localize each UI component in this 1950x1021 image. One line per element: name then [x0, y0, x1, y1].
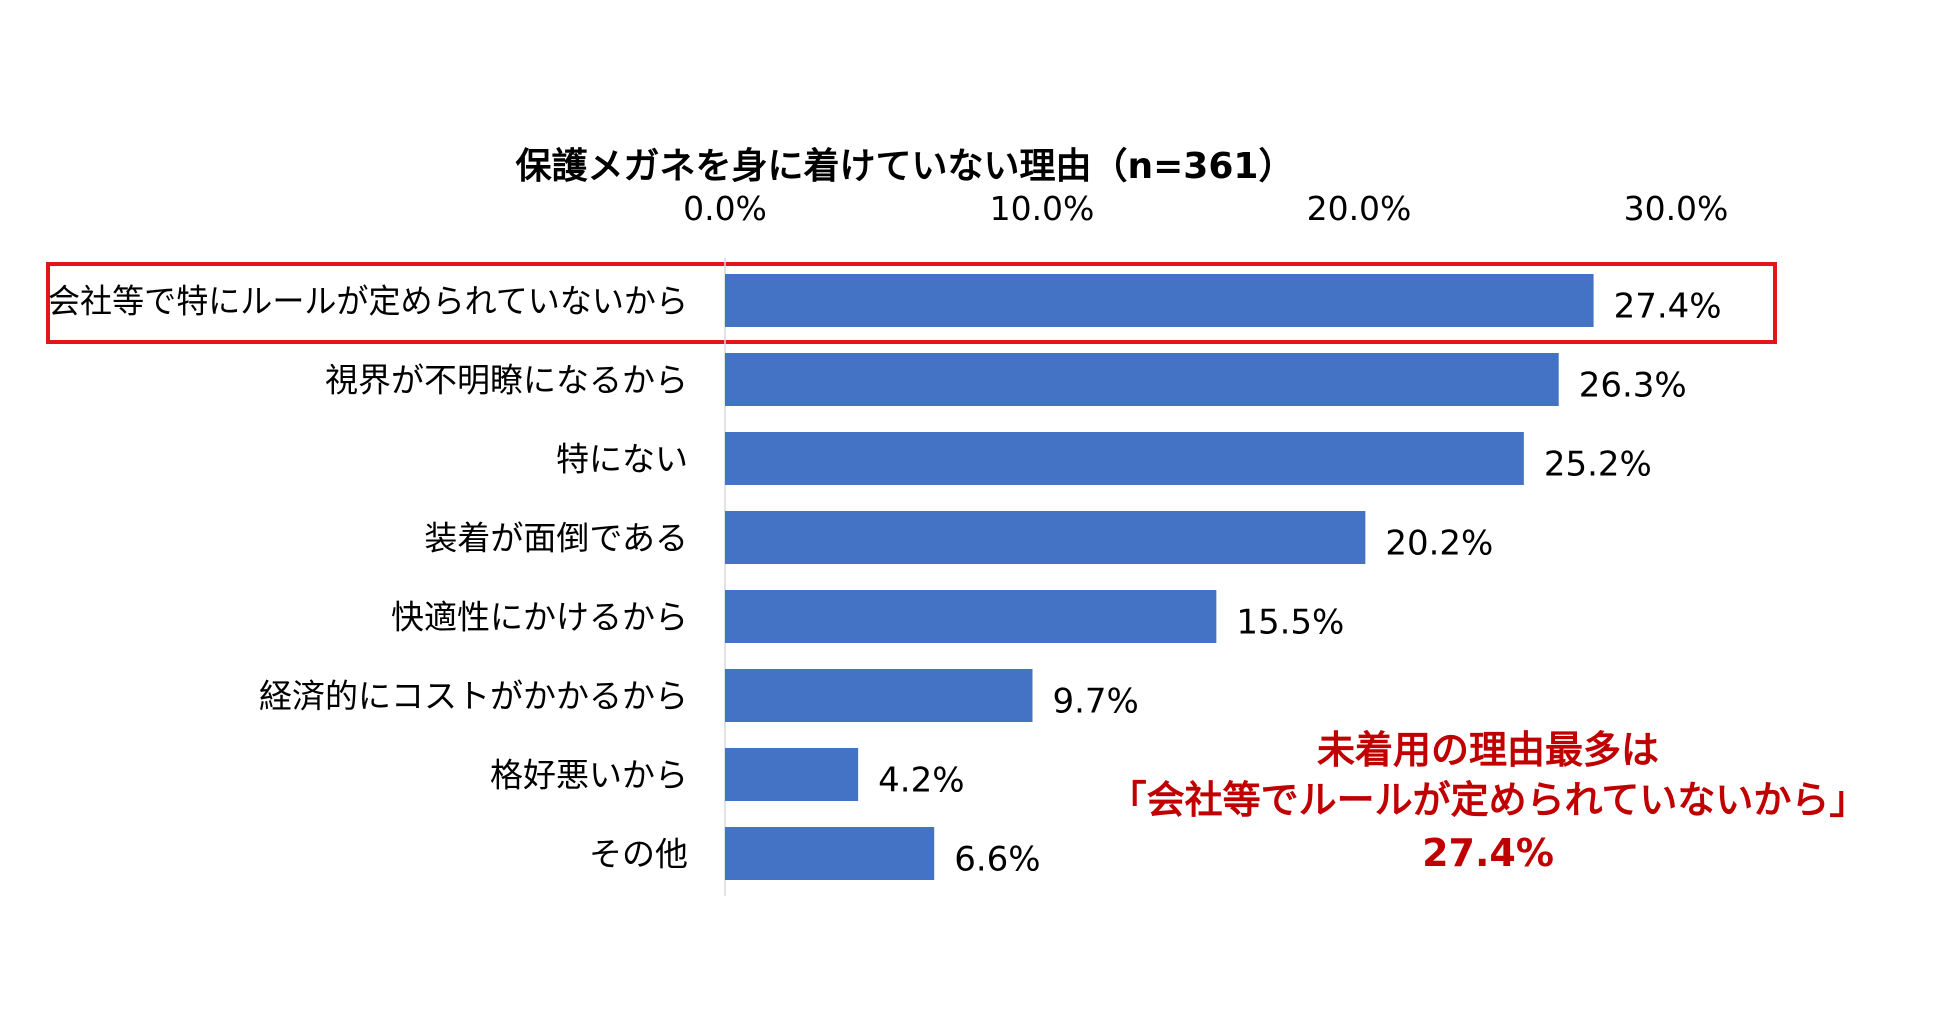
- value-label: 25.2%: [1544, 445, 1652, 485]
- category-label: 格好悪いから: [490, 756, 688, 795]
- highlight-group: [46, 262, 1777, 344]
- category-label: その他: [589, 835, 688, 874]
- x-tick-label: 0.0%: [683, 189, 767, 228]
- annotation-line: 27.4%: [1422, 831, 1554, 875]
- annotation-line: 「会社等でルールが定められていないから」: [1109, 778, 1868, 822]
- value-label: 6.6%: [954, 840, 1040, 880]
- bar: [725, 827, 935, 880]
- bar-series: [725, 274, 1594, 880]
- x-tick-label: 10.0%: [990, 189, 1095, 228]
- value-labels: 27.4% 26.3% 25.2% 20.2% 15.5% 9.7% 4.2% 6.6%: [878, 287, 1721, 880]
- value-label: 15.5%: [1236, 603, 1344, 643]
- category-labels: 会社等で特にルールが定められていないから視界が不明瞭になるから特にない装着が面倒…: [48, 282, 688, 874]
- chart-title: 保護メガネを身に着けていない理由（n=361）: [516, 146, 1295, 187]
- value-label: 20.2%: [1385, 524, 1493, 564]
- value-label: 4.2%: [878, 761, 964, 801]
- bar: [725, 274, 1594, 327]
- annotation-line: 未着用の理由最多は: [1317, 728, 1659, 772]
- value-label: 27.4%: [1614, 287, 1722, 327]
- category-label: 装着が面倒である: [424, 519, 688, 558]
- bar: [725, 748, 859, 801]
- x-axis-ticks: 0.0% 10.0% 20.0% 30.0%: [683, 189, 1728, 228]
- highlight-box: [46, 262, 1777, 344]
- bar: [725, 669, 1033, 722]
- category-label: 視界が不明瞭になるから: [325, 361, 688, 400]
- bar: [725, 353, 1559, 406]
- annotation: 未着用の理由最多は「会社等でルールが定められていないから」 27.4%: [1109, 728, 1868, 875]
- category-label: 経済的にコストがかかるから: [259, 677, 688, 716]
- category-label: 特にない: [556, 440, 688, 479]
- bar: [725, 432, 1524, 485]
- bar: [725, 590, 1217, 643]
- value-label: 26.3%: [1579, 366, 1687, 406]
- category-label: 会社等で特にルールが定められていないから: [48, 282, 688, 321]
- bar: [725, 511, 1366, 564]
- category-label: 快適性にかけるから: [391, 598, 688, 637]
- x-tick-label: 30.0%: [1624, 189, 1729, 228]
- x-tick-label: 20.0%: [1307, 189, 1412, 228]
- value-label: 9.7%: [1052, 682, 1138, 722]
